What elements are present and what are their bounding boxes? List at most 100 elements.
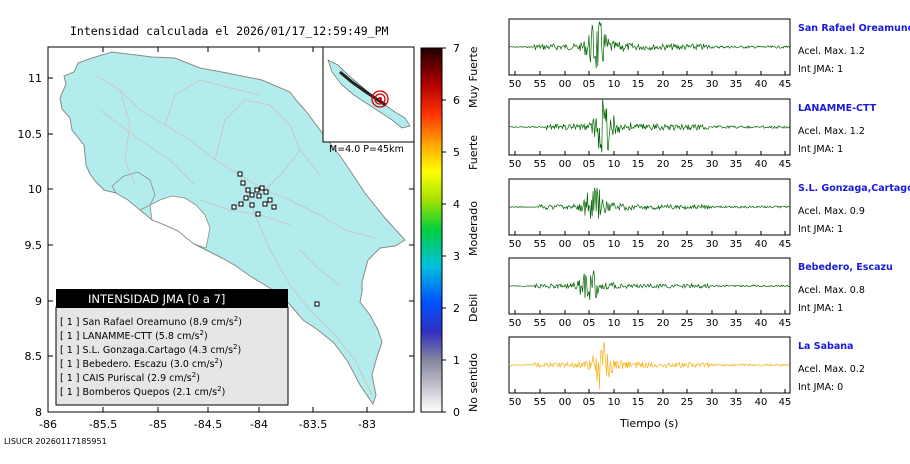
station-marker[interactable] xyxy=(231,204,237,210)
epicenter-ring-outer xyxy=(371,90,389,108)
epicenter-dot xyxy=(378,97,382,101)
max-acceleration: Acel. Max. 0.9 xyxy=(798,206,865,217)
waveform-panel: 50 55 00 05 10 15 20 25 30 35 40 45 Bebedero, Escazu… xyxy=(508,257,893,329)
waveform-tick-label: 25 xyxy=(681,79,694,90)
legend-item-end: ) xyxy=(204,331,208,342)
legend-item-sup: 2 xyxy=(233,343,237,351)
waveform-tick-label: 30 xyxy=(706,239,719,250)
colorbar-tick-label: 7 xyxy=(453,42,460,55)
waveform-tick-label: 45 xyxy=(779,239,792,250)
station-name: San Rafael Oreamuno xyxy=(798,23,910,34)
map-y-tick-label: 8.5 xyxy=(25,350,43,363)
legend-item-end: ) xyxy=(219,359,223,370)
station-marker[interactable] xyxy=(237,171,243,177)
colorbar-label-fuerte: Fuerte xyxy=(467,135,480,170)
map-x-tick-label: -85 xyxy=(149,418,167,431)
legend-item: [ 1 ] San Rafael Oreamuno (8.9 cm/s2) xyxy=(60,315,242,328)
waveform-tick-label: 00 xyxy=(559,159,572,170)
waveform-trace xyxy=(508,21,791,69)
station-marker[interactable] xyxy=(267,197,273,203)
jma-intensity: Int JMA: 1 xyxy=(798,144,843,155)
legend-item-sup: 2 xyxy=(217,385,221,393)
station-marker[interactable] xyxy=(263,189,269,195)
waveform-tick-label: 10 xyxy=(608,397,621,408)
map-x-tick-label: -84.5 xyxy=(194,418,222,431)
map-x-tick-label: -83.5 xyxy=(299,418,327,431)
station-marker[interactable] xyxy=(271,204,277,210)
station-marker[interactable] xyxy=(238,201,244,207)
station-marker[interactable] xyxy=(249,202,255,208)
legend-item-intensity: [ 1 ] xyxy=(60,387,83,398)
station-marker[interactable] xyxy=(240,180,246,186)
map-x-tick-label: -84 xyxy=(250,418,268,431)
waveform-tick-label: 50 xyxy=(509,79,522,90)
station-name: LANAMME-CTT xyxy=(798,103,877,114)
colorbar-label-muy-fuerte: Muy Fuerte xyxy=(467,46,480,108)
waveform-tick-label: 25 xyxy=(681,159,694,170)
station-name: Bebedero, Escazu xyxy=(798,262,893,273)
intensity-legend: INTENSIDAD JMA [0 a 7] [ 1 ] San Rafael … xyxy=(55,289,289,406)
legend-item-value: (4.3 cm/s xyxy=(189,345,234,356)
waveform-panels: 50 55 00 05 10 15 20 25 30 35 40 45 San Rafael Oream… xyxy=(508,18,910,408)
waveform-tick-label: 20 xyxy=(657,159,670,170)
waveform-tick-label: 30 xyxy=(706,159,719,170)
waveform-xlabel: Tiempo (s) xyxy=(619,417,678,430)
legend-item-sup: 2 xyxy=(215,357,219,365)
station-marker[interactable] xyxy=(314,301,320,307)
waveform-tick-label: 40 xyxy=(755,239,768,250)
colorbar-tick-label: 5 xyxy=(453,146,460,159)
station-marker[interactable] xyxy=(262,201,268,207)
waveform-tick-label: 55 xyxy=(534,159,547,170)
map-y-tick-label: 8 xyxy=(35,406,42,419)
station-marker[interactable] xyxy=(249,192,255,198)
waveform-tick-label: 20 xyxy=(657,239,670,250)
legend-item: [ 1 ] Bomberos Quepos (2.1 cm/s2) xyxy=(60,385,225,398)
station-marker[interactable] xyxy=(245,187,251,193)
waveform-tick-label: 45 xyxy=(779,318,792,329)
map-x-axis: -86 -85.5 -85 -84.5 -84 -83.5 -83 xyxy=(39,47,376,431)
waveform-panel: 50 55 00 05 10 15 20 25 30 35 40 45 S.L. Gonzaga,Car… xyxy=(508,178,910,250)
colorbar-tick-label: 3 xyxy=(453,250,460,263)
waveform-tick-label: 30 xyxy=(706,318,719,329)
waveform-tick-label: 50 xyxy=(509,159,522,170)
station-marker[interactable] xyxy=(254,187,260,193)
waveform-tick-label: 35 xyxy=(730,159,743,170)
waveform-tick-label: 20 xyxy=(657,397,670,408)
waveform-tick-label: 10 xyxy=(608,318,621,329)
jma-intensity: Int JMA: 0 xyxy=(798,382,843,393)
legend-item-value: (5.8 cm/s xyxy=(155,331,200,342)
waveform-tick-label: 15 xyxy=(632,79,645,90)
station-marker[interactable] xyxy=(243,195,249,201)
waveform-tick-label: 25 xyxy=(681,397,694,408)
legend-item-end: ) xyxy=(238,317,242,328)
legend-item-name: LANAMME-CTT xyxy=(83,331,156,342)
inset-magnitude-label: M=4.0 P=45km xyxy=(329,144,404,155)
station-marker[interactable] xyxy=(259,185,265,191)
station-marker[interactable] xyxy=(256,193,262,199)
waveform-tick-label: 40 xyxy=(755,79,768,90)
jma-intensity: Int JMA: 1 xyxy=(798,303,843,314)
waveform-tick-label: 35 xyxy=(730,397,743,408)
waveform-tick-label: 40 xyxy=(755,318,768,329)
legend-item-value: (3.0 cm/s xyxy=(170,359,215,370)
legend-item-name: CAIS Puriscal xyxy=(83,373,148,384)
waveform-tick-label: 15 xyxy=(632,159,645,170)
waveform-tick-label: 05 xyxy=(583,239,596,250)
stations xyxy=(231,171,320,307)
road-network xyxy=(94,74,376,396)
inset-map xyxy=(322,46,415,143)
legend-item-end: ) xyxy=(196,373,200,384)
waveform-trace xyxy=(508,98,791,153)
legend-item-name: Bomberos Quepos xyxy=(83,387,173,398)
jma-intensity: Int JMA: 1 xyxy=(798,64,843,75)
legend-title: INTENSIDAD JMA [0 a 7] xyxy=(88,292,225,306)
waveform-tick-label: 55 xyxy=(534,239,547,250)
waveform-tick-label: 40 xyxy=(755,397,768,408)
station-marker[interactable] xyxy=(255,211,261,217)
map-y-tick-label: 10.5 xyxy=(18,128,43,141)
waveform-tick-label: 20 xyxy=(657,318,670,329)
colorbar-ticks: 0 1 2 3 4 5 6 7 xyxy=(442,42,460,419)
waveform-tick-label: 10 xyxy=(608,159,621,170)
legend-item-end: ) xyxy=(222,387,226,398)
legend-item-name: Bebedero. Escazu xyxy=(83,359,171,370)
